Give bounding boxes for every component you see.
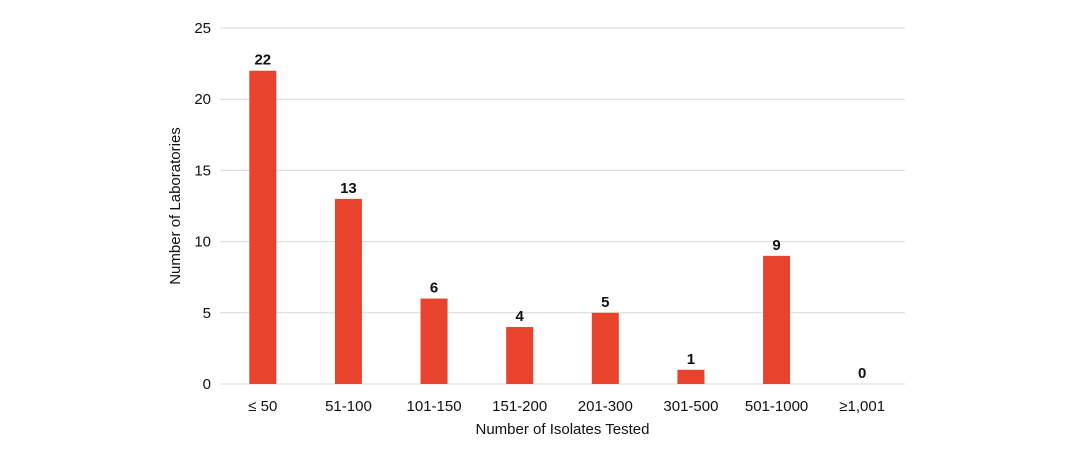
data-label: 22 [254, 52, 271, 69]
x-tick-label: 301-500 [663, 398, 718, 415]
data-label: 0 [858, 365, 866, 382]
data-label: 13 [340, 180, 357, 197]
gridlines [220, 27, 905, 385]
bar [249, 70, 277, 384]
data-label: 5 [601, 294, 609, 311]
bars [249, 70, 791, 384]
x-axis-ticks: ≤ 50 51-100 101-150 151-200 201-300 301-500 50… [248, 398, 885, 415]
bar [334, 198, 362, 384]
bar [677, 369, 705, 384]
y-tick-label: 25 [194, 20, 211, 37]
data-label: 4 [516, 308, 525, 325]
x-tick-label: ≤ 50 [248, 398, 277, 415]
bar [506, 327, 534, 384]
data-label: 9 [772, 237, 780, 254]
y-tick-label: 0 [203, 376, 211, 393]
x-tick-label: 501-1000 [745, 398, 808, 415]
x-tick-label: 151-200 [492, 398, 547, 415]
bar [591, 312, 619, 384]
data-label: 1 [687, 351, 695, 368]
y-axis-ticks: 0 5 10 15 20 25 [194, 20, 211, 393]
y-tick-label: 5 [203, 305, 211, 322]
x-axis-title: Number of Isolates Tested [476, 421, 650, 438]
x-tick-label: 101-150 [407, 398, 462, 415]
bar [763, 255, 791, 384]
y-tick-label: 20 [194, 91, 211, 108]
data-labels: 22 13 6 4 5 1 9 0 [254, 52, 866, 382]
x-tick-label: ≥1,001 [839, 398, 885, 415]
y-tick-label: 15 [194, 162, 211, 179]
y-tick-label: 10 [194, 234, 211, 251]
bar [420, 298, 448, 384]
data-label: 6 [430, 280, 438, 297]
x-tick-label: 201-300 [578, 398, 633, 415]
x-tick-label: 51-100 [325, 398, 372, 415]
y-axis-title: Number of Laboratories [167, 127, 184, 285]
